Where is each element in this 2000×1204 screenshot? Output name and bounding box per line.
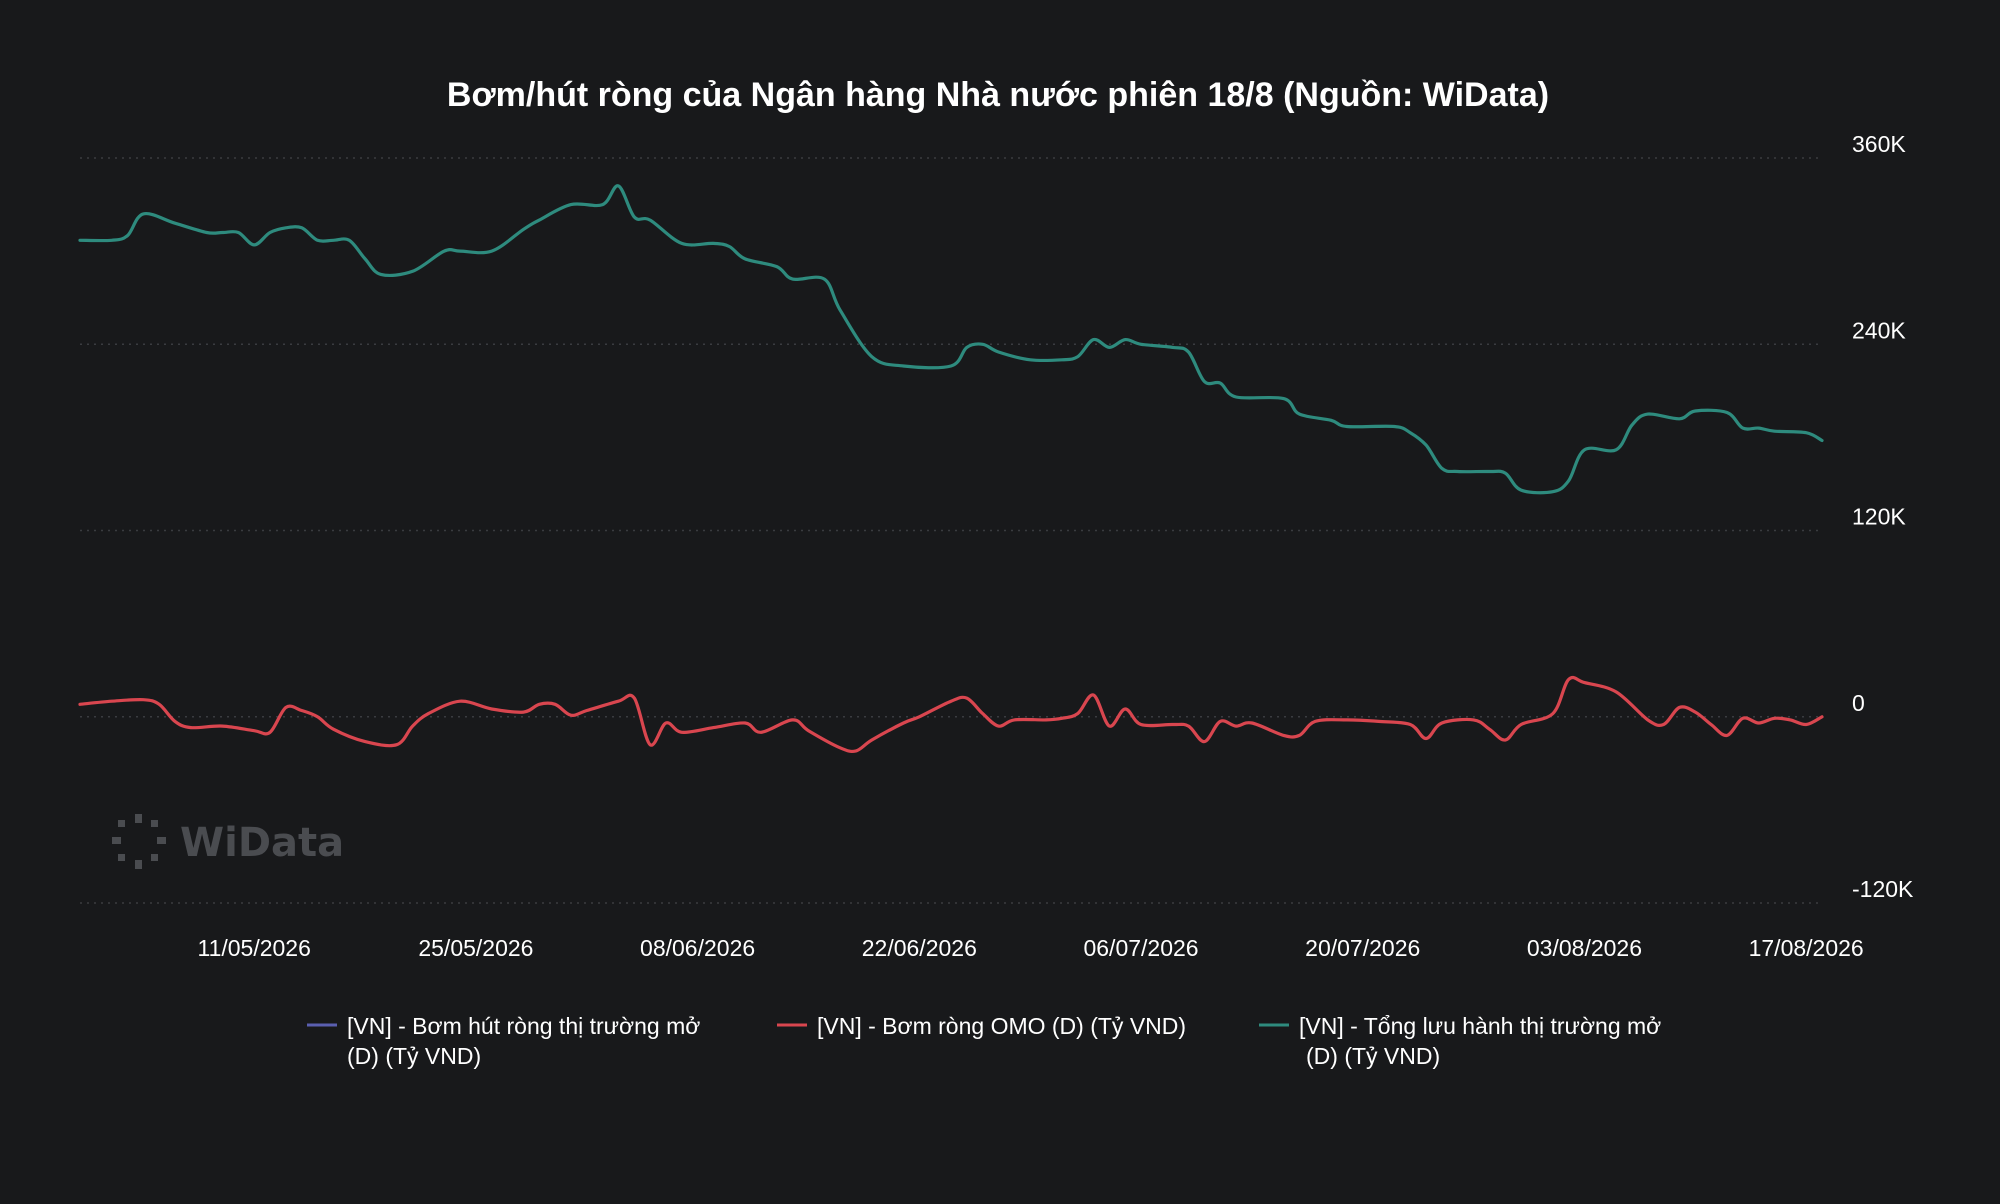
y-tick-label: 360K	[1852, 131, 1906, 157]
legend-item-2[interactable]: [VN] - Tổng lưu hành thị trường mở (D) (T…	[1259, 1013, 1661, 1069]
legend-item-1[interactable]: [VN] - Bơm ròng OMO (D) (Tỷ VND)	[777, 1013, 1186, 1039]
legend-label: [VN] - Bơm hút ròng thị trường mở (D) (Tỷ…	[347, 1013, 700, 1069]
x-tick-label: 22/06/2026	[862, 935, 977, 961]
x-tick-label: 25/05/2026	[418, 935, 533, 961]
y-axis: 360K 240K 120K 0 -120K	[1852, 131, 1914, 902]
series-lines	[78, 184, 1824, 754]
watermark: WiData	[112, 814, 344, 869]
x-tick-label: 08/06/2026	[640, 935, 755, 961]
x-tick-label: 06/07/2026	[1083, 935, 1198, 961]
x-tick-label: 11/05/2026	[197, 935, 310, 961]
y-tick-label: 240K	[1852, 317, 1906, 343]
x-tick-label: 03/08/2026	[1527, 935, 1642, 961]
series-line-1	[78, 675, 1824, 754]
legend-label: [VN] - Bơm ròng OMO (D) (Tỷ VND)	[817, 1013, 1186, 1039]
x-tick-label: 17/08/2026	[1749, 935, 1864, 961]
x-axis: 11/05/2026 25/05/2026 08/06/2026 22/06/2026…	[197, 935, 1863, 961]
watermark-text: WiData	[180, 820, 344, 866]
y-tick-label: 0	[1852, 690, 1865, 716]
chart-title: Bơm/hút ròng của Ngân hàng Nhà nước phiê…	[447, 76, 1549, 114]
legend: [VN] - Bơm hút ròng thị trường mở (D) (Tỷ…	[307, 1013, 1661, 1069]
y-tick-label: -120K	[1852, 876, 1914, 902]
widata-dots-icon	[112, 814, 166, 869]
legend-label: [VN] - Tổng lưu hành thị trường mở (D) (T…	[1299, 1013, 1661, 1069]
x-tick-label: 20/07/2026	[1305, 935, 1420, 961]
series-line-2	[78, 184, 1824, 495]
legend-item-0[interactable]: [VN] - Bơm hút ròng thị trường mở (D) (Tỷ…	[307, 1013, 700, 1069]
y-tick-label: 120K	[1852, 504, 1906, 530]
